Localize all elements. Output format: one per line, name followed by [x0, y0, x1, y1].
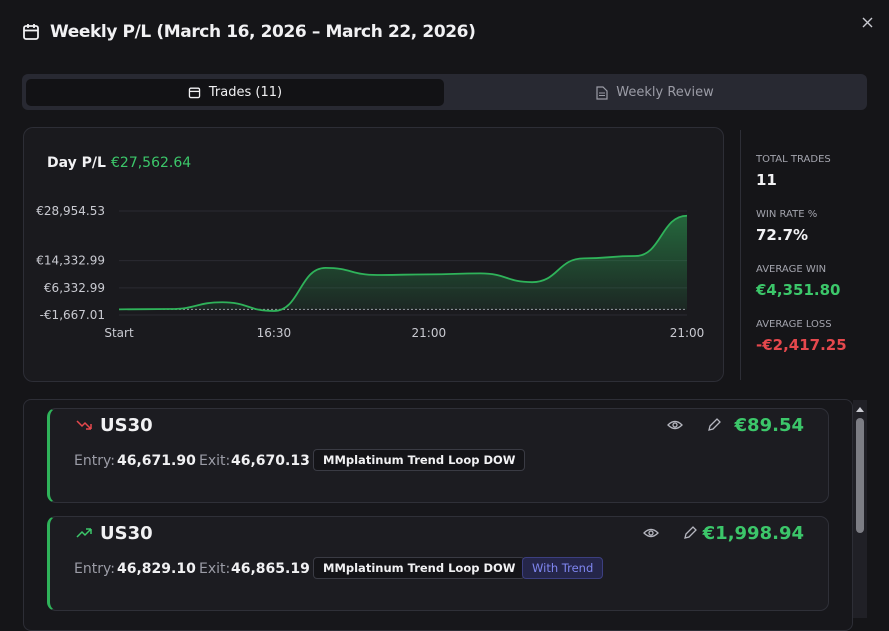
- strategy-tag: MMplatinum Trend Loop DOW: [313, 557, 526, 579]
- entry-label: Entry:: [74, 453, 115, 469]
- strategy-tag: MMplatinum Trend Loop DOW: [313, 449, 526, 471]
- area-fill: [119, 215, 687, 312]
- entry-value: 46,829.10: [117, 561, 196, 577]
- stat-value: 72.7%: [756, 226, 809, 244]
- x-tick-label: Start: [104, 326, 134, 340]
- stat-value: -€2,417.25: [756, 336, 847, 354]
- scroll-up[interactable]: [853, 403, 867, 415]
- stat-value: 11: [756, 171, 777, 189]
- entry-value: 46,671.90: [117, 453, 196, 469]
- page: Weekly P/L (March 16, 2026 – March 22, 2…: [22, 16, 874, 631]
- stat-label: WIN RATE %: [756, 209, 818, 220]
- trade-card[interactable]: US30 €1,998.94 Entry: 46,829.10 Exit: 46…: [47, 516, 829, 611]
- scroll-thumb[interactable]: [856, 418, 864, 533]
- tab-label: Weekly Review: [616, 85, 714, 100]
- edit-button[interactable]: [707, 417, 722, 432]
- chart-panel: [23, 127, 724, 382]
- edit-button[interactable]: [683, 525, 698, 540]
- area-line: [118, 214, 688, 312]
- tab-label: Trades (11): [208, 85, 283, 100]
- exit-value: 46,670.13: [231, 453, 310, 469]
- x-tick-label: 21:00: [412, 326, 447, 340]
- view-button[interactable]: [667, 419, 683, 431]
- y-tick-label: -€1,667.01: [40, 308, 105, 322]
- y-tick-label: €6,332.99: [44, 281, 105, 295]
- trade-card[interactable]: US30 €89.54 Entry: 46,671.90 Exit: 46,67…: [47, 408, 829, 503]
- exit-value: 46,865.19: [231, 561, 310, 577]
- x-tick-label: 16:30: [257, 326, 292, 340]
- exit-label: Exit:: [199, 561, 231, 577]
- title: Weekly P/L (March 16, 2026 – March 22, 2…: [50, 22, 476, 42]
- symbol: US30: [100, 523, 153, 544]
- x-tick-label: 21:00: [670, 326, 705, 340]
- pnl: €89.54: [734, 415, 804, 436]
- entry-label: Entry:: [74, 561, 115, 577]
- chart: -€1,667.01 €6,332.99 €14,332.99 €28,954.53 S…: [36, 204, 705, 340]
- separator: [740, 130, 741, 380]
- tab-bar: Trades (11) Weekly Review: [22, 74, 867, 110]
- scrollbar: [853, 400, 867, 618]
- tab-trades[interactable]: Trades (11): [26, 79, 444, 106]
- tab-icon: [596, 85, 608, 100]
- y-tick-label: €14,332.99: [36, 254, 105, 268]
- trend-down-icon: [76, 420, 92, 430]
- pnl: €1,998.94: [702, 523, 804, 544]
- stat-value: €4,351.80: [756, 281, 841, 299]
- stat-label: TOTAL TRADES: [756, 154, 831, 165]
- stat-label: AVERAGE WIN: [756, 264, 827, 275]
- summary-value: €27,562.64: [111, 155, 192, 171]
- trend-up-icon: [76, 528, 92, 538]
- view-button[interactable]: [643, 527, 659, 539]
- symbol: US30: [100, 415, 153, 436]
- y-tick-label: €28,954.53: [36, 204, 105, 218]
- close-button[interactable]: [861, 16, 874, 29]
- exit-label: Exit:: [199, 453, 231, 469]
- stat-label: AVERAGE LOSS: [756, 319, 832, 330]
- tab-review[interactable]: Weekly Review: [446, 79, 864, 106]
- trend-tag: With Trend: [522, 557, 604, 579]
- tab-icon: [188, 87, 201, 99]
- summary-label: Day P/L: [47, 155, 106, 171]
- calendar-icon: [23, 24, 39, 40]
